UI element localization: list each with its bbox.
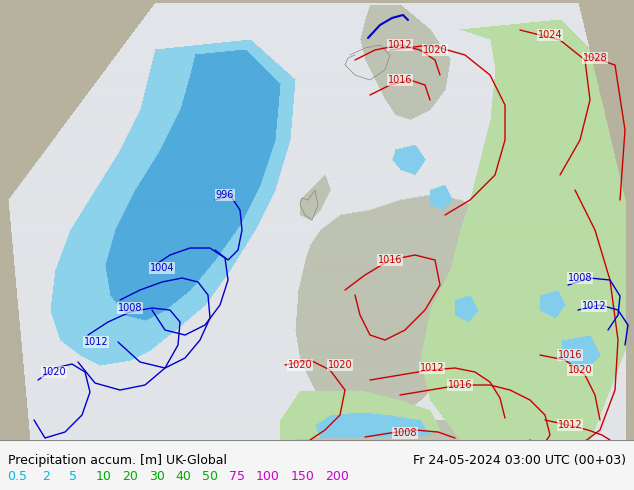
Text: Precipitation accum. [m] UK-Global: Precipitation accum. [m] UK-Global xyxy=(8,454,226,467)
Text: 1020: 1020 xyxy=(288,360,313,370)
Text: 1012: 1012 xyxy=(84,337,108,347)
Text: 0.5: 0.5 xyxy=(8,469,28,483)
Text: 40: 40 xyxy=(176,469,191,483)
Text: 1008: 1008 xyxy=(392,428,417,438)
Text: 1004: 1004 xyxy=(150,263,174,273)
Text: 75: 75 xyxy=(229,469,245,483)
Text: 150: 150 xyxy=(290,469,314,483)
Text: 50: 50 xyxy=(202,469,218,483)
Text: 1016: 1016 xyxy=(378,255,402,265)
Text: 1024: 1024 xyxy=(538,30,562,40)
FancyBboxPatch shape xyxy=(0,440,634,490)
Text: 996: 996 xyxy=(216,190,234,200)
Text: 1012: 1012 xyxy=(387,40,412,50)
Text: 100: 100 xyxy=(256,469,280,483)
Text: 1016: 1016 xyxy=(388,75,412,85)
Text: 1012: 1012 xyxy=(558,420,582,430)
Text: 1012: 1012 xyxy=(420,363,444,373)
Text: 1020: 1020 xyxy=(423,45,448,55)
Text: 1008: 1008 xyxy=(568,273,592,283)
Text: 1020: 1020 xyxy=(328,360,353,370)
Text: 10: 10 xyxy=(96,469,112,483)
Text: 1008: 1008 xyxy=(118,303,142,313)
Text: 20: 20 xyxy=(122,469,138,483)
Text: Fr 24-05-2024 03:00 UTC (00+03): Fr 24-05-2024 03:00 UTC (00+03) xyxy=(413,454,626,467)
Text: 1020: 1020 xyxy=(567,365,592,375)
Text: 1016: 1016 xyxy=(448,380,472,390)
Text: 1012: 1012 xyxy=(581,301,606,311)
Text: 1016: 1016 xyxy=(558,350,582,360)
Text: 2: 2 xyxy=(42,469,50,483)
Text: 30: 30 xyxy=(149,469,165,483)
Text: 1028: 1028 xyxy=(583,53,607,63)
Text: 1020: 1020 xyxy=(42,367,67,377)
Text: 200: 200 xyxy=(325,469,349,483)
Text: 5: 5 xyxy=(69,469,77,483)
